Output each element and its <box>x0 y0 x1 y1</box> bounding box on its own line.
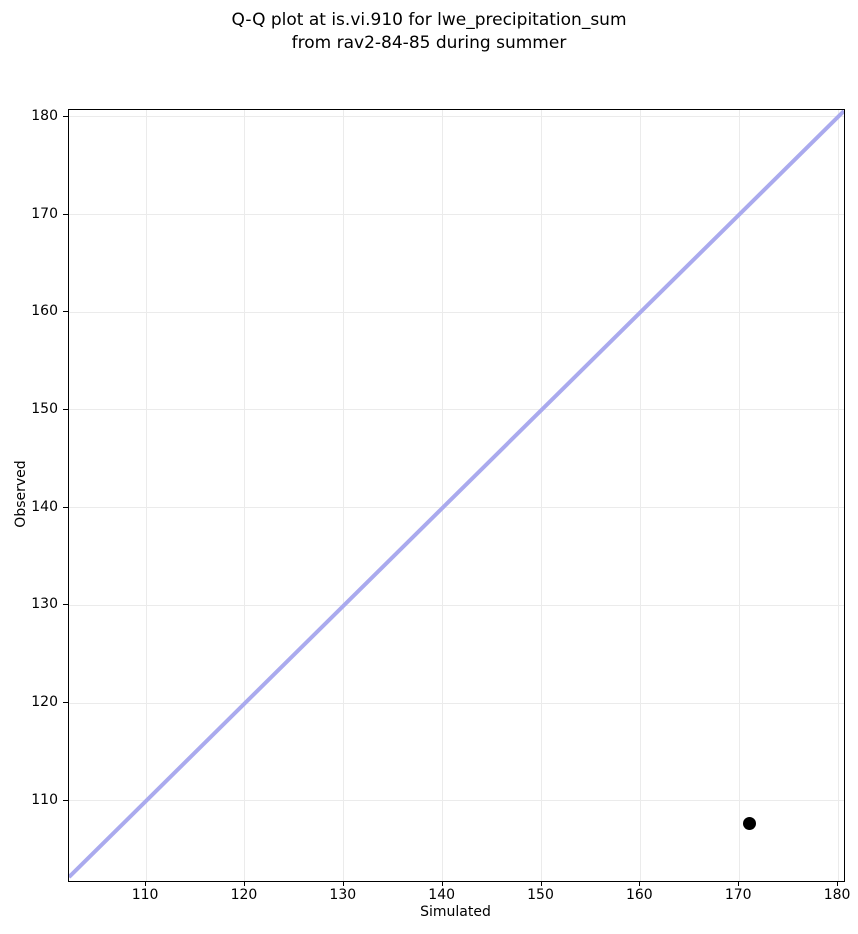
y-gridline <box>69 604 844 606</box>
y-gridline <box>69 800 844 802</box>
y-tick-label: 120 <box>31 694 58 711</box>
x-gridline <box>145 110 147 881</box>
y-tick-label: 170 <box>31 205 58 222</box>
y-gridline <box>69 116 844 118</box>
x-tick-label: 160 <box>625 887 653 903</box>
x-axis-label: Simulated <box>420 904 491 920</box>
y-tick-label: 150 <box>31 400 58 417</box>
x-tick-label: 120 <box>230 887 258 903</box>
x-tick-label: 140 <box>428 887 456 903</box>
y-tick-label: 130 <box>31 596 58 613</box>
x-tick-label: 130 <box>329 887 357 903</box>
chart-title-line2: from rav2-84-85 during summer <box>291 33 567 53</box>
plot-area <box>68 109 845 882</box>
y-tick-label: 160 <box>31 303 58 320</box>
y-tick-label: 110 <box>31 791 58 808</box>
y-axis-label: Observed <box>13 460 29 528</box>
identity-line <box>69 110 844 879</box>
x-tick-label: 110 <box>131 887 159 903</box>
x-gridline <box>244 110 246 881</box>
x-tick-label: 180 <box>823 887 851 903</box>
x-gridline <box>343 110 345 881</box>
y-gridline <box>69 409 844 411</box>
x-tick-label: 170 <box>724 887 752 903</box>
x-gridline <box>639 110 641 881</box>
chart-title-line1: Q-Q plot at is.vi.910 for lwe_precipitat… <box>231 10 627 30</box>
data-point <box>742 816 756 830</box>
x-gridline <box>541 110 542 881</box>
y-gridline <box>69 507 844 509</box>
x-gridline <box>837 110 839 881</box>
y-gridline <box>69 702 844 704</box>
y-gridline <box>69 214 844 216</box>
x-gridline <box>442 110 444 881</box>
chart-title: Q-Q plot at is.vi.910 for lwe_precipitat… <box>0 9 858 55</box>
x-gridline <box>738 110 740 881</box>
y-tick-label: 180 <box>31 107 58 124</box>
y-gridline <box>69 311 844 313</box>
x-tick-label: 150 <box>527 887 554 903</box>
